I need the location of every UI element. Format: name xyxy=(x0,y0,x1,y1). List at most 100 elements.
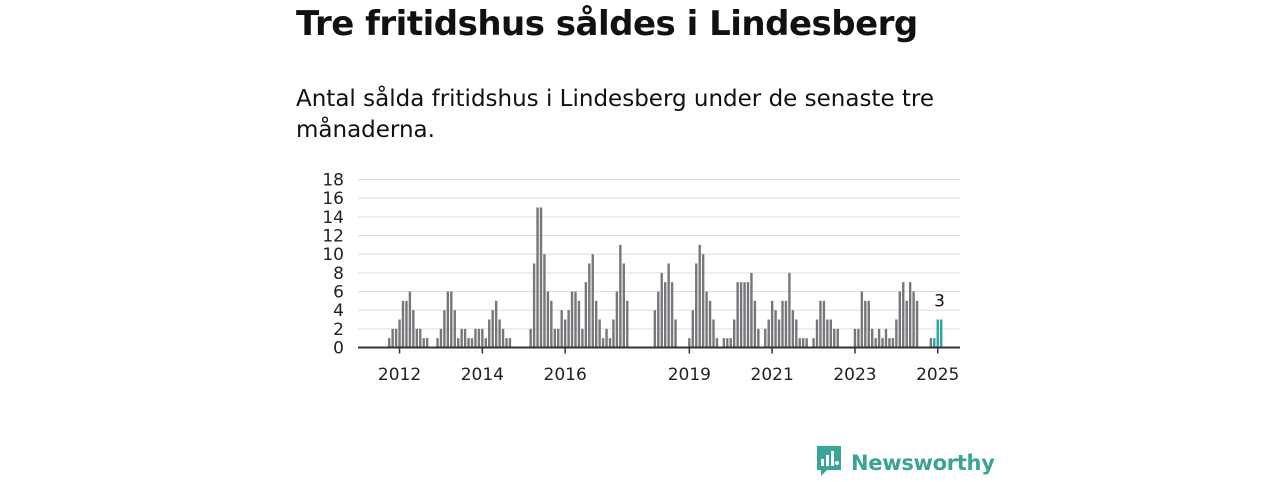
bar-highlight xyxy=(936,319,939,348)
bar xyxy=(484,338,487,348)
bar xyxy=(822,300,826,348)
bar xyxy=(895,319,898,348)
bar xyxy=(619,244,622,348)
bar xyxy=(688,338,691,348)
newsworthy-brand: Newsworthy xyxy=(815,446,995,480)
bar xyxy=(712,319,715,348)
bar xyxy=(443,310,446,348)
bar-highlight xyxy=(940,319,943,348)
bar xyxy=(715,338,719,348)
bar xyxy=(912,291,915,348)
bar xyxy=(736,282,739,348)
x-tick-label: 2019 xyxy=(668,365,711,385)
bar xyxy=(929,338,933,348)
bar xyxy=(836,328,839,348)
bar xyxy=(708,300,712,348)
bar xyxy=(898,291,901,348)
bar xyxy=(608,338,612,348)
bar xyxy=(570,291,574,348)
y-tick-label: 0 xyxy=(333,339,344,359)
bar xyxy=(871,328,874,348)
bar xyxy=(743,282,746,348)
bar xyxy=(691,310,694,348)
bar xyxy=(667,263,670,348)
bar xyxy=(888,338,891,348)
bar xyxy=(408,291,412,348)
bar xyxy=(567,310,570,348)
bar xyxy=(405,300,408,348)
bar xyxy=(726,338,729,348)
bar xyxy=(746,282,750,348)
bar xyxy=(829,319,832,348)
bar xyxy=(881,338,884,348)
bar xyxy=(802,338,805,348)
bar xyxy=(598,319,601,348)
bar xyxy=(774,310,777,348)
y-tick-label: 16 xyxy=(322,189,344,209)
bar xyxy=(798,338,801,348)
y-tick-label: 12 xyxy=(322,227,344,247)
bar xyxy=(750,272,753,348)
bar xyxy=(419,328,422,348)
bar xyxy=(791,310,795,348)
bar xyxy=(664,282,667,348)
bar xyxy=(436,338,439,348)
bar-highlight xyxy=(933,338,936,348)
chart-title: Tre fritidshus såldes i Lindesberg xyxy=(296,4,918,44)
bar xyxy=(481,328,484,348)
y-tick-label: 6 xyxy=(333,283,344,303)
chart-subtitle: Antal sålda fritidshus i Lindesberg unde… xyxy=(296,86,935,143)
bar xyxy=(457,338,460,348)
bar xyxy=(595,300,598,348)
bar xyxy=(488,319,491,348)
y-tick-label: 2 xyxy=(333,320,344,340)
bar xyxy=(674,319,677,348)
bar xyxy=(660,272,663,348)
bar xyxy=(877,328,881,348)
bar xyxy=(812,338,815,348)
bar xyxy=(539,207,543,348)
bar xyxy=(781,300,784,348)
bar xyxy=(626,300,629,348)
bar xyxy=(698,244,701,348)
y-tick-label: 8 xyxy=(333,264,344,284)
bar xyxy=(815,319,819,348)
bar xyxy=(560,310,563,348)
x-tick-label: 2025 xyxy=(916,365,959,385)
bar xyxy=(470,338,474,348)
bar xyxy=(819,300,822,348)
bar xyxy=(733,319,736,348)
y-tick-label: 4 xyxy=(333,301,344,321)
y-tick-label: 18 xyxy=(322,171,344,191)
bar xyxy=(577,300,581,348)
bar xyxy=(505,338,508,348)
newsworthy-logo-icon xyxy=(815,444,843,482)
bar xyxy=(446,291,450,348)
grid-lines xyxy=(358,179,960,330)
bar xyxy=(391,328,394,348)
bar xyxy=(574,291,577,348)
bar xyxy=(722,338,726,348)
bar xyxy=(605,328,608,348)
bar xyxy=(905,300,908,348)
bar xyxy=(588,263,591,348)
bar xyxy=(788,272,791,348)
bar xyxy=(553,328,556,348)
bar xyxy=(864,300,867,348)
bar xyxy=(581,328,584,348)
bar xyxy=(591,254,594,348)
bar xyxy=(902,282,905,348)
bar xyxy=(463,328,467,348)
bar xyxy=(412,310,415,348)
bar xyxy=(764,328,767,348)
bar xyxy=(543,254,546,348)
bar xyxy=(729,338,732,348)
bar xyxy=(450,291,453,348)
bar xyxy=(857,328,860,348)
bar xyxy=(422,338,425,348)
bar xyxy=(701,254,705,348)
bar xyxy=(508,338,512,348)
bar xyxy=(453,310,456,348)
bar xyxy=(529,328,532,348)
